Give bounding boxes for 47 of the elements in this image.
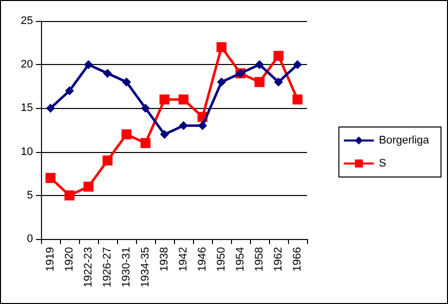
x-tick-label: 1930-31: [120, 247, 132, 288]
y-tick-label: 25: [20, 15, 33, 27]
point: [216, 42, 226, 52]
x-tick-label: 1920: [64, 247, 76, 272]
point: [46, 172, 56, 183]
legend-label: Borgerliga: [378, 134, 430, 146]
point: [141, 104, 150, 113]
x-tick-label: 1954: [234, 247, 246, 272]
point: [102, 156, 112, 166]
point: [274, 78, 283, 87]
point: [254, 77, 264, 88]
y-tick-label: 10: [20, 146, 33, 158]
point: [178, 94, 188, 104]
x-tick-label: 1966: [292, 247, 304, 272]
point: [140, 138, 150, 148]
point: [122, 129, 132, 140]
x-tick-label: 1950: [216, 247, 228, 272]
y-tick-label: 5: [26, 189, 33, 202]
point: [122, 78, 131, 87]
point: [84, 60, 93, 70]
point: [64, 190, 74, 200]
x-tick-label: 1946: [196, 247, 208, 272]
x-tick-label: 1919: [44, 247, 56, 272]
x-tick-label: 1922-23: [82, 247, 94, 288]
point: [160, 130, 169, 139]
y-tick-label: 0: [26, 233, 33, 245]
point: [255, 60, 264, 70]
point: [217, 78, 226, 87]
point: [292, 94, 302, 104]
x-tick-label: 1934-35: [140, 247, 152, 288]
x-tick-label: 1958: [254, 247, 266, 272]
point: [179, 121, 188, 130]
point: [160, 94, 170, 104]
point: [46, 104, 55, 113]
y-tick-label: 20: [20, 58, 33, 71]
y-tick-label: 15: [20, 102, 33, 114]
x-tick-label: 1942: [178, 247, 190, 272]
point: [84, 182, 94, 192]
point: [65, 86, 74, 96]
point: [293, 60, 302, 70]
x-tick-label: 1926-27: [102, 247, 114, 288]
point: [103, 68, 112, 78]
point: [274, 50, 284, 61]
legend-label: S: [378, 158, 386, 170]
x-tick-label: 1962: [272, 247, 284, 272]
x-tick-label: 1938: [158, 247, 170, 272]
point: [198, 121, 207, 130]
